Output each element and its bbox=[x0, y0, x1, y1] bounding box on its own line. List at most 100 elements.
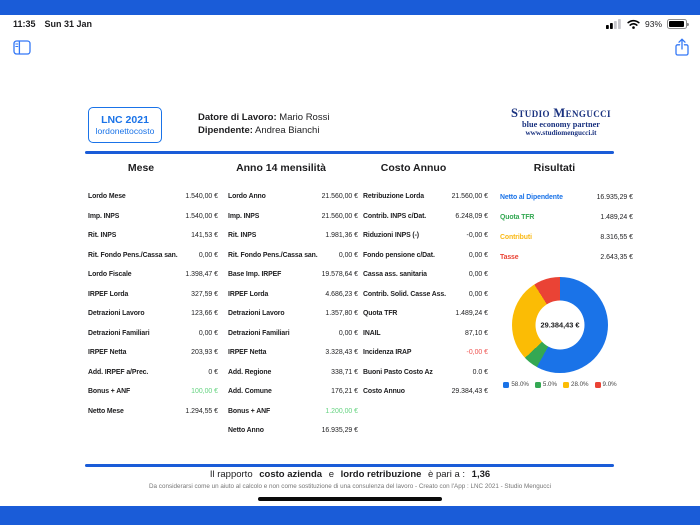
row-label: IRPEF Netta bbox=[228, 349, 267, 357]
row-label: Retribuzione Lorda bbox=[363, 193, 424, 201]
row-label: Bonus + ANF bbox=[228, 407, 271, 415]
row-label: Lordo Anno bbox=[228, 193, 266, 201]
ratio-term-costo-azienda: costo azienda bbox=[259, 469, 323, 480]
column-title: Risultati bbox=[533, 162, 576, 174]
legend-swatch bbox=[534, 381, 541, 388]
row-value: 123,66 € bbox=[191, 310, 218, 318]
status-time: 11:35 bbox=[13, 19, 36, 29]
home-indicator[interactable] bbox=[258, 497, 442, 502]
row-value: 21.560,00 € bbox=[321, 212, 358, 220]
table-row: Rit. INPS 141,53 € bbox=[88, 226, 218, 246]
row-label: Costo Annuo bbox=[363, 388, 405, 396]
ratio-prefix: Il rapporto bbox=[209, 469, 253, 480]
row-label: Add. Regione bbox=[228, 368, 272, 376]
table-row: Base Imp. IRPEF 19.578,64 € bbox=[228, 265, 358, 285]
legend-item: 28.0% bbox=[563, 381, 589, 388]
studio-name: Studio Mengucci bbox=[511, 106, 611, 120]
row-label: Cassa ass. sanitaria bbox=[363, 271, 427, 279]
table-row: Riduzioni INPS (-) -0,00 € bbox=[363, 226, 488, 246]
legend-item: 58.0% bbox=[503, 381, 529, 388]
column-rows: Lordo Anno 21.560,00 € Imp. INPS 21.560,00 … bbox=[228, 187, 358, 441]
donut-center-label: 29.384,43 € bbox=[540, 320, 580, 330]
status-bar: 11:35 Sun 31 Jan 93% bbox=[0, 15, 700, 33]
sidebar-toggle-button[interactable] bbox=[13, 40, 31, 58]
row-value: 0,00 € bbox=[338, 329, 358, 337]
share-button[interactable] bbox=[675, 38, 689, 59]
row-value: 16.935,29 € bbox=[596, 193, 633, 201]
table-row: Quota TFR 1.489,24 € bbox=[363, 304, 488, 324]
table-row: Quota TFR 1.489,24 € bbox=[500, 207, 633, 227]
column-rows: Lordo Mese 1.540,00 € Imp. INPS 1.540,00 € R… bbox=[88, 187, 218, 421]
row-label: Detrazioni Familiari bbox=[228, 329, 290, 337]
row-value: -0,00 € bbox=[466, 349, 488, 357]
row-label: INAIL bbox=[363, 329, 381, 337]
battery-icon bbox=[667, 19, 689, 29]
row-value: 8.316,55 € bbox=[600, 233, 633, 241]
row-value: 4.686,23 € bbox=[325, 290, 358, 298]
wifi-icon bbox=[627, 19, 640, 29]
status-date: Sun 31 Jan bbox=[44, 19, 93, 29]
table-row: Detrazioni Lavoro 123,66 € bbox=[88, 304, 218, 324]
row-label: Contributi bbox=[500, 233, 532, 241]
share-icon bbox=[675, 38, 689, 56]
legend-label: 9.0% bbox=[602, 381, 617, 388]
app-badge-subtitle: lordonettocosto bbox=[95, 125, 155, 136]
table-row: Buoni Pasto Costo Az 0.0 € bbox=[363, 363, 488, 383]
row-label: Detrazioni Lavoro bbox=[228, 310, 285, 318]
row-value: 1.981,36 € bbox=[325, 232, 358, 240]
battery-fill bbox=[669, 21, 684, 27]
table-row: Rit. Fondo Pens./Cassa san. 0,00 € bbox=[228, 246, 358, 266]
row-label: Imp. INPS bbox=[228, 212, 260, 220]
row-value: 0 € bbox=[208, 368, 218, 376]
row-label: Add. IRPEF a/Prec. bbox=[88, 368, 149, 376]
legend-swatch bbox=[503, 381, 510, 388]
employee-label: Dipendente: bbox=[198, 125, 253, 136]
table-row: Imp. INPS 1.540,00 € bbox=[88, 207, 218, 227]
row-value: 1.357,80 € bbox=[325, 310, 358, 318]
row-label: Bonus + ANF bbox=[88, 388, 131, 396]
row-value: 141,53 € bbox=[191, 232, 218, 240]
party-info: Datore di Lavoro: Mario Rossi Dipendente… bbox=[198, 111, 329, 137]
row-value: 0,00 € bbox=[468, 271, 488, 279]
column-costo-annuo: Costo Annuo Retribuzione Lorda 21.560,00 … bbox=[363, 162, 488, 402]
legend-label: 28.0% bbox=[571, 381, 589, 388]
row-value: 0,00 € bbox=[198, 251, 218, 259]
table-row: Add. Comune 176,21 € bbox=[228, 382, 358, 402]
row-label: Rit. INPS bbox=[88, 232, 117, 240]
column-mese: Mese Lordo Mese 1.540,00 € Imp. INPS 1.540,… bbox=[88, 162, 218, 421]
table-row: Detrazioni Lavoro 1.357,80 € bbox=[228, 304, 358, 324]
ratio-suffix: è pari a : bbox=[428, 469, 466, 480]
column-title: Mese bbox=[127, 162, 155, 174]
table-row: Detrazioni Familiari 0,00 € bbox=[88, 324, 218, 344]
battery-nub bbox=[687, 22, 689, 27]
table-row: Contrib. INPS c/Dat. 6.248,09 € bbox=[363, 207, 488, 227]
battery-percent: 93% bbox=[644, 19, 662, 29]
row-label: Imp. INPS bbox=[88, 212, 120, 220]
table-row: IRPEF Netta 3.328,43 € bbox=[228, 343, 358, 363]
table-row: Netto al Dipendente 16.935,29 € bbox=[500, 187, 633, 207]
table-row: Netto Mese 1.294,55 € bbox=[88, 402, 218, 422]
employer-line: Datore di Lavoro: Mario Rossi bbox=[198, 111, 329, 124]
ratio-value: 1,36 bbox=[471, 469, 491, 480]
table-row: Add. Regione 338,71 € bbox=[228, 363, 358, 383]
header-divider bbox=[85, 151, 614, 154]
disclaimer: Da considerarsi come un aiuto al calcolo… bbox=[149, 483, 551, 490]
status-left: 11:35 Sun 31 Jan bbox=[13, 19, 92, 29]
table-row: Add. IRPEF a/Prec. 0 € bbox=[88, 363, 218, 383]
app-badge: LNC 2021 lordonettocosto bbox=[88, 107, 162, 143]
studio-logo: Studio Mengucci blue economy partner www… bbox=[495, 107, 627, 138]
legend-item: 9.0% bbox=[594, 381, 617, 388]
top-band bbox=[0, 0, 700, 15]
row-label: Detrazioni Lavoro bbox=[88, 310, 145, 318]
row-label: Lordo Mese bbox=[88, 193, 126, 201]
row-value: 0,00 € bbox=[198, 329, 218, 337]
row-value: 16.935,29 € bbox=[321, 427, 358, 435]
row-value: 87,10 € bbox=[465, 329, 488, 337]
app-badge-title: LNC 2021 bbox=[101, 113, 149, 126]
row-label: Fondo pensione c/Dat. bbox=[363, 251, 435, 259]
row-value: -0,00 € bbox=[466, 232, 488, 240]
table-row: Contrib. Solid. Casse Ass. 0,00 € bbox=[363, 285, 488, 305]
row-value: 0,00 € bbox=[338, 251, 358, 259]
row-value: 3.328,43 € bbox=[325, 349, 358, 357]
row-label: Netto Mese bbox=[88, 407, 124, 415]
